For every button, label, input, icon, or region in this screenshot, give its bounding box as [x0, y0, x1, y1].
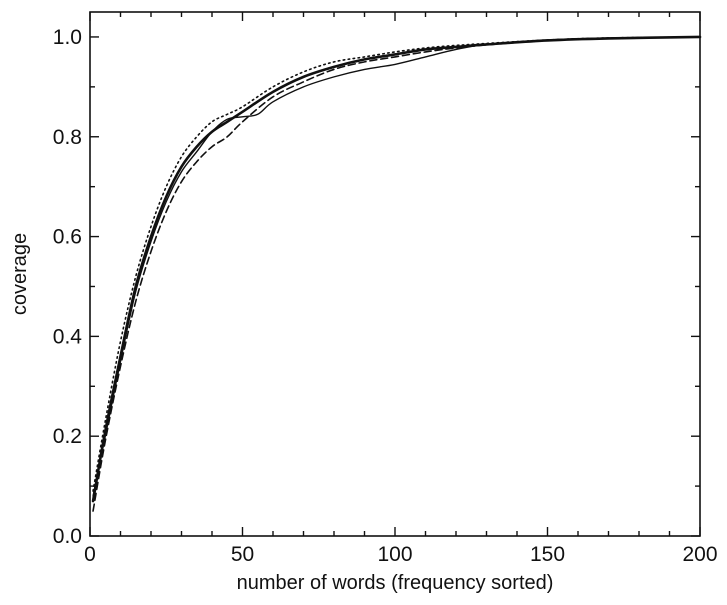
y-tick-label: 0.4	[53, 325, 83, 348]
y-tick-label: 0.0	[53, 525, 82, 548]
x-tick-label: 150	[530, 543, 565, 566]
x-axis-title: number of words (frequency sorted)	[237, 572, 554, 594]
series-line-4-dotted	[92, 36, 701, 492]
x-tick-label: 200	[682, 543, 717, 566]
series-line-2-solid-thin	[92, 36, 701, 497]
series-line-3-dashed	[92, 36, 701, 512]
y-tick-label: 1.0	[53, 26, 82, 49]
y-tick-label: 0.2	[53, 425, 82, 448]
x-tick-label: 100	[377, 543, 412, 566]
series-line-1-solid-thick	[91, 35, 702, 503]
x-tick-label: 50	[231, 543, 254, 566]
series-layer	[91, 35, 702, 512]
y-axis-title: coverage	[9, 233, 31, 315]
y-tick-label: 0.8	[53, 126, 82, 149]
plot-frame	[89, 11, 701, 537]
tick-layer: 0 50 100 150 200 0.0 0.2 0.4 0.6 0.8 1.0	[53, 12, 718, 566]
y-tick-label: 0.6	[53, 226, 82, 249]
x-tick-label: 0	[84, 543, 96, 566]
